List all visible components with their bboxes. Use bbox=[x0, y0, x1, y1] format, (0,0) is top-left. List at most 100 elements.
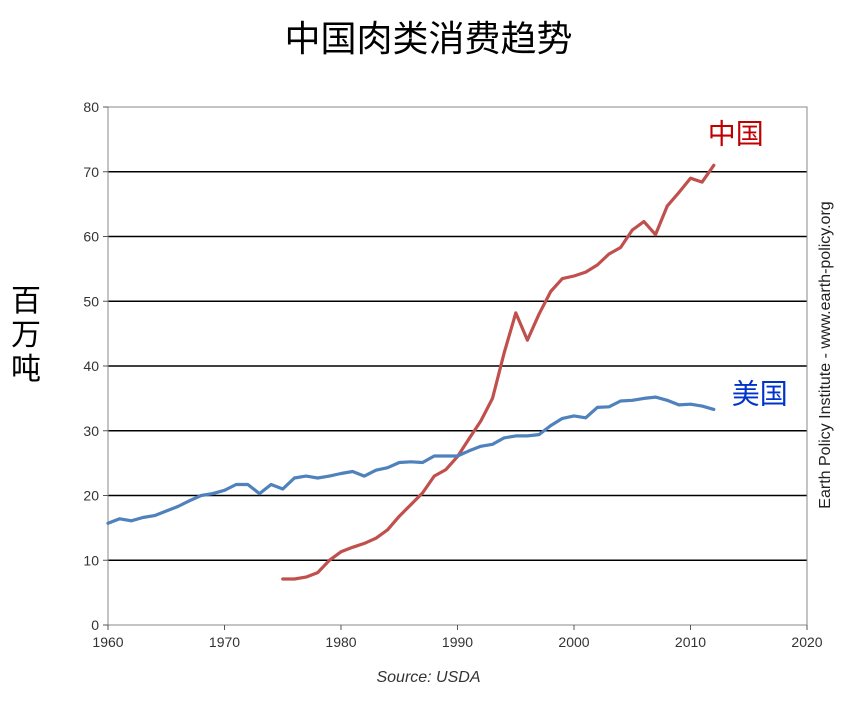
data-point-usa-2006 bbox=[642, 396, 646, 400]
data-point-china-2005 bbox=[630, 228, 634, 232]
axis-layer: 0 10 20 30 40 50 60 70 80 1960 1970 1980 1990 2000 201… bbox=[83, 99, 822, 650]
data-point-usa-1986 bbox=[409, 460, 413, 464]
data-point-usa-1974 bbox=[269, 483, 273, 486]
data-point-usa-2001 bbox=[584, 416, 588, 420]
data-point-usa-1973 bbox=[258, 492, 261, 495]
data-point-usa-2012 bbox=[712, 407, 716, 411]
data-point-china-1992 bbox=[479, 419, 483, 423]
data-point-usa-1994 bbox=[502, 436, 506, 440]
source-note: Source: USDA bbox=[376, 669, 481, 686]
data-point-usa-1964 bbox=[153, 514, 157, 517]
data-point-usa-2008 bbox=[665, 398, 669, 402]
data-point-china-1981 bbox=[351, 545, 355, 549]
x-tick-label-2020: 2020 bbox=[791, 634, 822, 650]
x-tick-label-1970: 1970 bbox=[209, 634, 240, 650]
data-point-china-1993 bbox=[491, 396, 494, 400]
data-point-china-2004 bbox=[619, 246, 622, 249]
y-tick-label-10: 10 bbox=[83, 552, 99, 568]
y-tick-label-70: 70 bbox=[83, 164, 99, 180]
data-point-china-2001 bbox=[584, 270, 588, 274]
data-point-usa-2004 bbox=[619, 399, 622, 403]
data-point-usa-1997 bbox=[537, 433, 541, 437]
data-point-usa-1960 bbox=[106, 521, 110, 525]
data-point-usa-1980 bbox=[339, 472, 343, 475]
data-point-china-1998 bbox=[549, 290, 553, 293]
x-tick-label-1960: 1960 bbox=[92, 634, 123, 650]
data-point-china-1976 bbox=[293, 577, 296, 581]
data-point-usa-1984 bbox=[386, 466, 389, 470]
y-tick-label-0: 0 bbox=[91, 617, 99, 633]
data-point-china-2002 bbox=[595, 263, 599, 267]
data-point-china-1982 bbox=[362, 542, 366, 545]
data-point-usa-1967 bbox=[188, 499, 191, 503]
data-point-usa-1987 bbox=[421, 461, 424, 464]
data-point-usa-1969 bbox=[211, 492, 215, 495]
data-point-usa-2011 bbox=[700, 404, 704, 408]
y-tick-label-80: 80 bbox=[83, 99, 99, 115]
data-point-china-2007 bbox=[654, 233, 657, 236]
data-point-usa-1970 bbox=[223, 488, 226, 492]
series-label-usa: 美国 bbox=[732, 378, 788, 409]
data-point-china-1989 bbox=[444, 468, 448, 471]
data-point-usa-1979 bbox=[327, 474, 331, 478]
x-tick-label-1990: 1990 bbox=[442, 634, 473, 650]
data-point-china-1979 bbox=[327, 558, 331, 562]
data-point-usa-1993 bbox=[491, 442, 494, 446]
data-point-usa-2000 bbox=[572, 414, 576, 418]
data-point-usa-1966 bbox=[176, 505, 180, 508]
x-tick-label-2010: 2010 bbox=[675, 634, 706, 650]
data-point-usa-1976 bbox=[293, 476, 296, 480]
data-point-usa-1995 bbox=[514, 434, 518, 438]
y-tick-label-60: 60 bbox=[83, 229, 99, 245]
data-point-usa-2009 bbox=[677, 403, 681, 407]
y-tick-label-20: 20 bbox=[83, 488, 99, 504]
series-line-china bbox=[281, 163, 716, 581]
data-point-usa-2003 bbox=[607, 405, 611, 409]
y-tick-label-50: 50 bbox=[83, 293, 99, 309]
grid-layer bbox=[108, 170, 807, 562]
data-point-usa-1992 bbox=[479, 444, 483, 448]
data-point-china-2008 bbox=[665, 204, 669, 208]
data-point-china-2003 bbox=[607, 252, 611, 256]
data-point-china-2012 bbox=[712, 163, 716, 167]
data-point-usa-1998 bbox=[549, 424, 553, 427]
data-point-usa-1968 bbox=[199, 494, 203, 497]
data-point-china-1994 bbox=[502, 351, 506, 355]
data-point-china-1984 bbox=[386, 528, 389, 532]
data-point-usa-2007 bbox=[654, 395, 657, 399]
data-point-usa-1982 bbox=[362, 474, 366, 478]
data-point-china-1988 bbox=[432, 474, 436, 478]
data-point-china-1975 bbox=[281, 577, 285, 581]
y-tick-label-40: 40 bbox=[83, 358, 99, 374]
data-point-usa-1971 bbox=[234, 483, 238, 486]
chart-title: 中国肉类消费趋势 bbox=[284, 19, 573, 60]
data-point-usa-1965 bbox=[164, 509, 168, 513]
series-label-china: 中国 bbox=[708, 118, 764, 149]
data-point-china-1991 bbox=[467, 437, 471, 440]
data-point-china-1985 bbox=[397, 514, 401, 518]
data-point-usa-1975 bbox=[281, 487, 285, 491]
data-point-usa-1985 bbox=[397, 461, 401, 464]
data-point-usa-1989 bbox=[444, 454, 448, 458]
data-point-china-1983 bbox=[374, 536, 378, 540]
data-point-usa-2002 bbox=[595, 406, 599, 409]
data-point-china-2000 bbox=[572, 274, 576, 278]
data-point-china-1986 bbox=[409, 503, 413, 506]
data-point-usa-1962 bbox=[129, 519, 133, 523]
data-point-china-1996 bbox=[526, 338, 529, 342]
data-point-china-1999 bbox=[560, 277, 564, 280]
data-point-usa-1972 bbox=[246, 483, 250, 486]
x-tick-label-1980: 1980 bbox=[325, 634, 356, 650]
data-point-china-2006 bbox=[642, 220, 646, 224]
data-point-usa-1978 bbox=[316, 476, 320, 480]
y-tick-label-30: 30 bbox=[83, 423, 99, 439]
data-point-usa-1977 bbox=[304, 474, 308, 478]
data-point-usa-1983 bbox=[374, 468, 378, 472]
data-point-china-2011 bbox=[700, 180, 704, 184]
data-point-usa-2010 bbox=[689, 402, 692, 406]
data-point-usa-1996 bbox=[526, 434, 529, 438]
data-point-china-1977 bbox=[304, 575, 308, 579]
x-tick-label-2000: 2000 bbox=[558, 634, 589, 650]
data-point-usa-1990 bbox=[456, 454, 459, 458]
